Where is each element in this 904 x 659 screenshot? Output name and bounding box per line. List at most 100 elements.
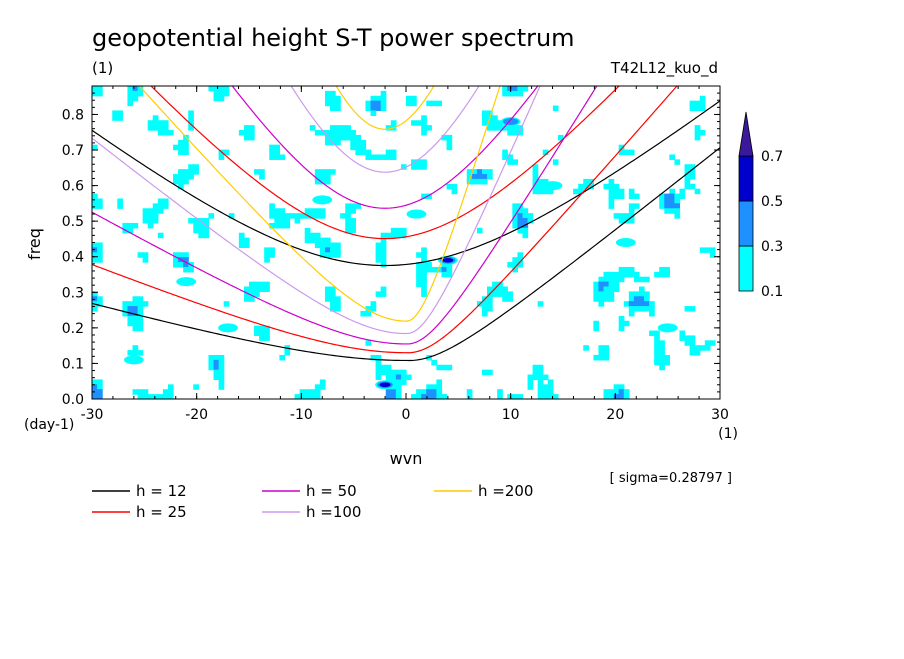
spectrum-cell xyxy=(421,115,427,121)
spectrum-cell xyxy=(178,144,184,151)
spectrum-cell xyxy=(608,296,615,302)
spectrum-cell xyxy=(162,120,169,126)
spectrum-cell xyxy=(537,364,544,371)
spectrum-cell xyxy=(203,227,210,234)
spectrum-cell xyxy=(385,149,392,156)
spectrum-cell xyxy=(659,359,665,366)
spectrum-cell xyxy=(416,281,422,288)
spectral-feature xyxy=(312,195,333,205)
spectrum-cell xyxy=(137,394,144,399)
spectrum-cell xyxy=(324,169,331,175)
spectrum-cell xyxy=(330,291,336,297)
spectrum-cell xyxy=(481,301,488,307)
spectral-feature xyxy=(542,181,563,191)
spectrum-cell xyxy=(699,100,706,107)
spectrum-cell xyxy=(183,139,189,146)
spectrum-cell xyxy=(350,144,356,151)
spectrum-cell xyxy=(669,188,676,195)
spectrum-cell xyxy=(375,154,382,160)
spectrum-cell xyxy=(218,354,225,361)
spectrum-cell xyxy=(618,389,625,395)
spectrum-cell xyxy=(689,100,696,107)
spectrum-cell xyxy=(603,354,610,361)
spectrum-cell xyxy=(446,266,453,273)
spectrum-cell xyxy=(517,203,524,209)
spectrum-cell xyxy=(390,232,397,239)
spectrum-cell xyxy=(183,178,189,185)
spectrum-cell xyxy=(127,301,134,307)
spectrum-cell xyxy=(390,120,397,126)
spectrum-cell xyxy=(380,90,387,97)
spectrum-cell xyxy=(259,330,265,337)
spectrum-cell xyxy=(254,286,260,293)
spectrum-cell xyxy=(512,222,519,229)
spectrum-cell xyxy=(446,262,453,268)
spectrum-cell xyxy=(618,384,625,390)
spectrum-cell xyxy=(319,169,326,175)
spectrum-cell xyxy=(335,252,341,258)
spectrum-cell xyxy=(618,320,625,327)
spectrum-cell xyxy=(411,120,417,126)
spectrum-cell xyxy=(380,247,387,253)
spectrum-cell xyxy=(618,276,625,283)
spectrum-cell xyxy=(481,115,488,121)
y-axis-label: freq xyxy=(25,228,44,260)
spectrum-cell xyxy=(147,222,154,229)
spectrum-cell xyxy=(623,320,630,327)
spectrum-cell xyxy=(132,315,139,322)
spectrum-cell xyxy=(390,394,397,399)
spectrum-cell xyxy=(269,213,275,219)
spectrum-cell xyxy=(370,110,377,116)
spectrum-cell xyxy=(97,394,103,399)
spectrum-cell xyxy=(173,144,179,151)
spectral-feature xyxy=(615,238,636,247)
legend-label: h =100 xyxy=(306,503,361,521)
spectrum-cell xyxy=(421,389,427,395)
spectrum-cell xyxy=(603,271,610,278)
kelvin-curve-h25 xyxy=(92,86,678,354)
spectrum-cell xyxy=(659,203,665,209)
spectrum-cell xyxy=(380,262,387,268)
inertia-gravity-curve-h100 xyxy=(290,86,480,173)
spectrum-cell xyxy=(390,384,397,390)
spectrum-cell xyxy=(649,310,655,317)
spectrum-cell xyxy=(314,242,321,248)
spectrum-cell xyxy=(623,213,630,219)
spectrum-cell xyxy=(628,271,635,278)
spectrum-cell xyxy=(436,379,443,385)
spectrum-cell xyxy=(446,364,453,371)
spectrum-cell xyxy=(547,188,554,195)
kelvin-curve-h200 xyxy=(138,86,501,322)
spectrum-cell xyxy=(97,301,103,307)
spectrum-cell xyxy=(481,174,488,180)
spectrum-cell xyxy=(512,262,519,268)
spectrum-cell xyxy=(162,125,169,131)
spectrum-cell xyxy=(198,227,205,234)
spectrum-cell xyxy=(127,90,134,97)
spectrum-cell xyxy=(517,394,524,399)
spectrum-cell xyxy=(152,394,159,399)
spectrum-cell xyxy=(178,174,184,180)
spectrum-cell xyxy=(492,125,498,131)
spectrum-cell xyxy=(178,183,184,190)
spectrum-cell xyxy=(679,335,686,341)
spectrum-cell xyxy=(112,115,118,121)
spectrum-cell xyxy=(517,257,524,263)
spectrum-cell xyxy=(122,306,129,312)
spectrum-cell xyxy=(446,139,453,146)
spectrum-cell xyxy=(193,384,199,390)
spectrum-cell xyxy=(588,183,594,190)
spectrum-cell xyxy=(97,384,103,390)
spectrum-cell xyxy=(623,394,630,399)
spectrum-cell xyxy=(254,291,260,297)
spectrum-cell xyxy=(517,252,524,258)
spectrum-cell xyxy=(654,350,660,356)
spectrum-cell xyxy=(618,266,625,273)
spectrum-cell xyxy=(628,301,635,307)
spectrum-cell xyxy=(613,394,620,399)
spectrum-cell xyxy=(330,247,336,253)
spectrum-cell xyxy=(628,310,635,317)
spectrum-cell xyxy=(497,389,503,395)
spectrum-cell xyxy=(137,325,144,332)
spectrum-cell xyxy=(598,345,605,351)
